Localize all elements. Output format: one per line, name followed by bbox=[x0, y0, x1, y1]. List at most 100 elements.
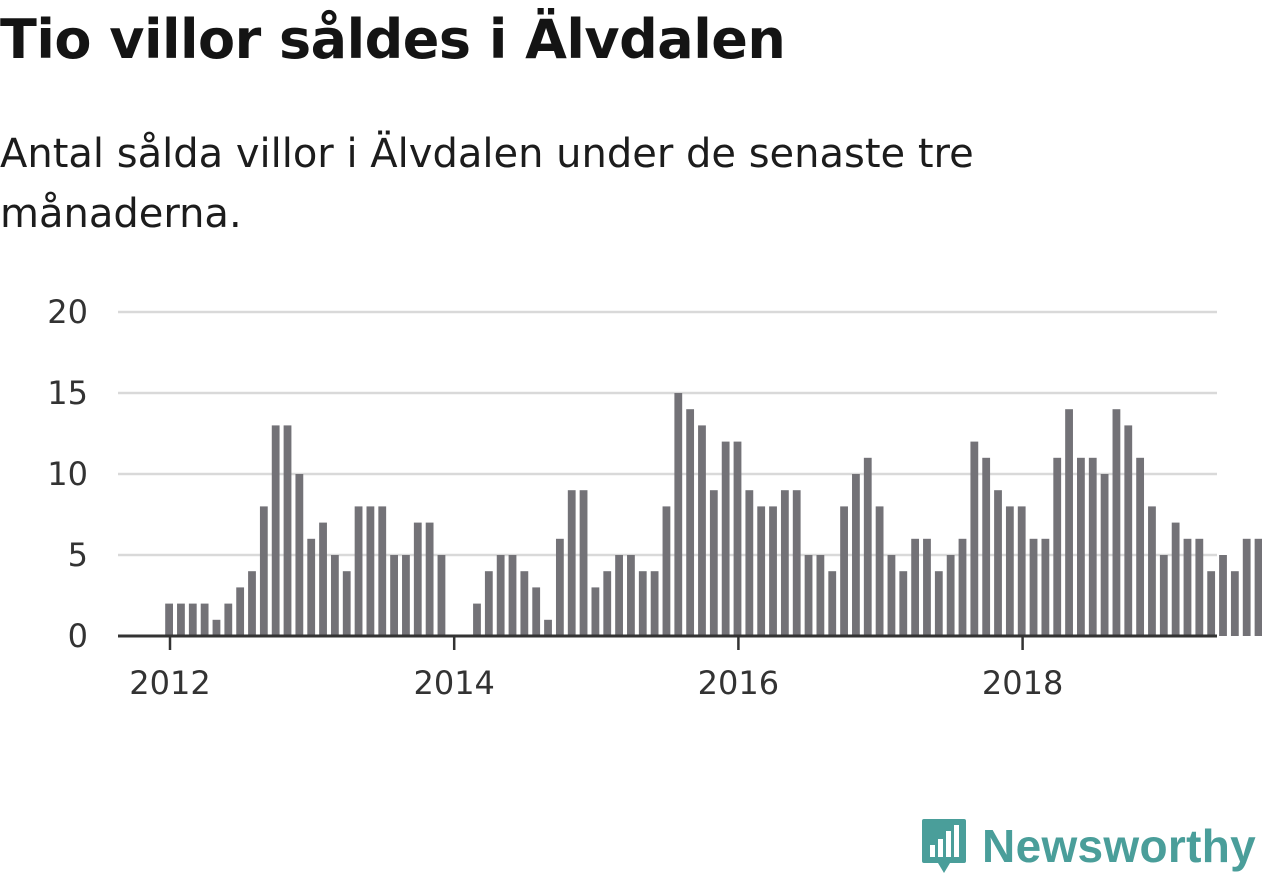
bar bbox=[1136, 457, 1145, 636]
bar bbox=[816, 555, 825, 636]
bar bbox=[342, 571, 351, 636]
bar bbox=[852, 474, 860, 636]
bar bbox=[1100, 474, 1109, 636]
bar bbox=[792, 490, 801, 636]
bar bbox=[1065, 409, 1073, 636]
bar bbox=[1171, 522, 1180, 636]
bar bbox=[745, 490, 754, 636]
bar bbox=[674, 393, 683, 636]
bar bbox=[567, 490, 576, 636]
bar bbox=[721, 441, 730, 636]
bar bbox=[177, 603, 185, 636]
bar bbox=[627, 555, 635, 636]
bar bbox=[555, 538, 564, 636]
bar bbox=[508, 555, 517, 636]
bar bbox=[579, 490, 588, 636]
bar bbox=[603, 571, 612, 636]
bar bbox=[366, 506, 375, 636]
x-axis bbox=[118, 634, 1217, 650]
x-tick-label: 2018 bbox=[982, 664, 1063, 702]
bar bbox=[532, 587, 541, 636]
bar bbox=[425, 522, 434, 636]
x-axis-labels: 20122014201620182020202220242026 bbox=[129, 664, 1063, 702]
bar bbox=[911, 538, 920, 636]
bar bbox=[982, 457, 991, 636]
bar bbox=[1148, 506, 1156, 636]
bar bbox=[1195, 538, 1204, 636]
bar bbox=[236, 587, 245, 636]
bar bbox=[390, 555, 398, 636]
bar bbox=[319, 522, 327, 636]
bar bbox=[165, 603, 173, 636]
bar bbox=[1219, 555, 1227, 636]
bar bbox=[686, 409, 695, 636]
bar bbox=[283, 425, 292, 636]
y-tick-label: 0 bbox=[68, 617, 88, 655]
bar bbox=[804, 555, 813, 636]
bar bbox=[899, 571, 908, 636]
bar bbox=[757, 506, 766, 636]
bar bbox=[271, 425, 280, 636]
x-tick-label: 2012 bbox=[129, 664, 210, 702]
bar bbox=[698, 425, 706, 636]
chart-title: Tio villor såldes i Älvdalen bbox=[0, 8, 786, 71]
bar bbox=[638, 571, 647, 636]
bar bbox=[295, 474, 304, 636]
bar bbox=[1242, 538, 1251, 636]
bar bbox=[923, 538, 931, 636]
y-axis-labels: 0 5 10 15 20 bbox=[47, 293, 88, 655]
bar bbox=[1230, 571, 1239, 636]
bar bbox=[1124, 425, 1133, 636]
bar bbox=[496, 555, 505, 636]
bar bbox=[840, 506, 848, 636]
chart-subtitle: Antal sålda villor i Älvdalen under de s… bbox=[0, 131, 974, 237]
bar bbox=[1159, 555, 1168, 636]
bar bbox=[484, 571, 493, 636]
x-tick-label: 2016 bbox=[698, 664, 779, 702]
bar bbox=[769, 506, 777, 636]
bars bbox=[165, 393, 1262, 636]
bar bbox=[1005, 506, 1014, 636]
bar bbox=[212, 619, 221, 636]
bar bbox=[958, 538, 967, 636]
bar bbox=[591, 587, 600, 636]
bar bbox=[1053, 457, 1062, 636]
bar bbox=[224, 603, 233, 636]
bar bbox=[307, 538, 316, 636]
y-tick-label: 10 bbox=[47, 455, 88, 493]
bar bbox=[188, 603, 197, 636]
newsworthy-logo-text: Newsworthy bbox=[982, 820, 1256, 872]
bar bbox=[887, 555, 896, 636]
x-tick-label: 2014 bbox=[413, 664, 494, 702]
bar bbox=[437, 555, 446, 636]
bar bbox=[1254, 538, 1262, 636]
bar bbox=[200, 603, 209, 636]
y-tick-label: 15 bbox=[47, 374, 88, 412]
bar bbox=[733, 441, 742, 636]
bar bbox=[1088, 457, 1097, 636]
bar bbox=[1077, 457, 1085, 636]
newsworthy-logo-icon bbox=[922, 819, 967, 873]
bar bbox=[354, 506, 363, 636]
bar bbox=[1207, 571, 1216, 636]
bar bbox=[828, 571, 837, 636]
y-tick-label: 20 bbox=[47, 293, 88, 331]
bar bbox=[473, 603, 481, 636]
bar bbox=[520, 571, 529, 636]
bar bbox=[615, 555, 623, 636]
bar bbox=[330, 555, 339, 636]
y-tick-label: 5 bbox=[68, 536, 88, 574]
bar bbox=[662, 506, 671, 636]
bar bbox=[413, 522, 422, 636]
bar bbox=[650, 571, 659, 636]
bar bbox=[946, 555, 955, 636]
bar bbox=[1041, 538, 1050, 636]
bar bbox=[402, 555, 410, 636]
bar bbox=[1112, 409, 1121, 636]
bar bbox=[1017, 506, 1026, 636]
bar bbox=[1029, 538, 1038, 636]
bar bbox=[709, 490, 718, 636]
bar bbox=[259, 506, 268, 636]
bar bbox=[248, 571, 256, 636]
